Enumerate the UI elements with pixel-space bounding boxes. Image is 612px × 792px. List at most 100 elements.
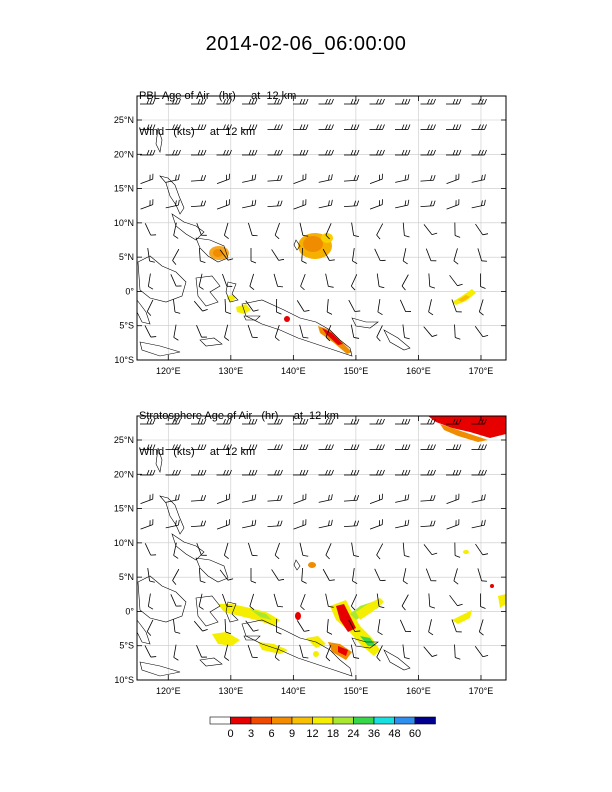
pbl-blob-palau-core [303,236,323,252]
wind-barb [446,493,460,504]
wind-barb [471,444,487,450]
coast-newguinea [241,299,353,357]
wind-barb [144,645,157,658]
wind-barb [216,98,232,105]
wind-barb [146,299,154,316]
panel1-lat-tick-label: 15°N [114,184,134,194]
wind-barb [376,543,384,560]
coast-newbritain [351,317,379,329]
wind-barb [198,247,206,264]
wind-barb [247,644,258,658]
colorbar-label: 3 [248,728,254,740]
wind-barb [423,326,438,337]
coast-visayas-2 [171,533,205,561]
panel2-wind-level: at 12 km [209,446,256,458]
wind-barb [198,273,204,290]
wind-barb [242,98,258,105]
colorbar-swatch [250,716,272,725]
wind-barb [147,273,154,290]
wind-barb [299,324,309,339]
coast-halmahera [225,281,239,303]
wind-barb [165,519,180,529]
strat-blob-south-130e [313,651,319,657]
coast-seram [243,315,261,321]
coast-solomon [383,329,411,351]
wind-barb [377,299,383,316]
wind-barb [395,444,411,450]
wind-barb [420,494,436,502]
wind-barb [216,124,232,130]
wind-barb [395,469,411,476]
panel2-axis-ticks: 120°E 130°E 140°E 150°E 160°E 170°E 10°S 5°S 0° 5… [114,416,506,696]
wind-barb [245,300,259,312]
wind-barb [318,149,334,156]
wind-barb [267,174,283,182]
wind-barb [374,248,386,262]
pbl-blob-mindanao-core [213,249,223,257]
wind-barb [352,248,358,264]
wind-barb [216,493,230,504]
wind-barb [165,98,181,105]
wind-barb [250,248,257,264]
colorbar-label: 0 [227,728,233,740]
wind-barb [374,568,386,582]
wind-barb [471,418,487,425]
panel2-wind-barbs [140,418,489,662]
panel2-coastlines [136,447,411,677]
wind-barb [140,519,154,530]
strat-band-155e-green [360,636,376,646]
coast-timor [199,337,223,347]
wind-barb [446,519,460,530]
colorbar-label: 36 [368,728,380,740]
colorbar-swatch [312,716,334,725]
wind-barb [477,248,488,262]
coast-luzon-2 [159,495,185,535]
wind-barb [471,149,487,156]
colorbar-swatch [271,716,293,725]
pbl-streak-newguinea-red [322,328,343,345]
coast-mindanao [195,237,229,263]
wind-barb [273,593,284,608]
coast-visayas [171,213,205,241]
wind-barb [423,646,438,657]
colorbar-swatch [291,716,313,725]
wind-barb [216,173,230,184]
wind-barb [216,469,232,476]
wind-barb [395,519,410,529]
colorbar-swatch [209,716,231,725]
coast-palau [293,239,301,251]
pbl-blob-newguinea-red [284,316,290,322]
wind-barb [165,174,180,183]
wind-barb [190,494,207,502]
wind-barb [293,444,309,450]
wind-barb [293,173,307,184]
wind-barb [140,173,154,184]
wind-barb [191,124,207,130]
wind-barb [216,199,230,210]
panel1-gridlines [137,96,506,361]
wind-barb [395,199,410,209]
panel2-lat-tick-label: 25°N [114,435,134,445]
wind-barb [369,98,385,105]
strat-band-130e-green [250,609,272,620]
wind-barb [420,200,436,208]
wind-barb [191,418,207,425]
panel1-pbl-age-fill [209,233,476,354]
wind-barb [267,124,283,130]
wind-barb [147,568,155,583]
wind-barb [267,494,283,502]
wind-barb [219,249,234,261]
wind-barb [196,325,207,338]
colorbar-swatch [332,716,354,725]
wind-barb [140,199,154,210]
panel2-lon-tick-label: 160°E [406,686,431,696]
wind-barb [271,249,285,261]
wind-barb [198,567,206,584]
wind-barb [318,444,334,450]
wind-barb [351,542,359,558]
panel2-lon-tick-label: 170°E [469,686,494,696]
wind-barb [446,124,462,130]
panel1-coastlines [136,127,411,357]
wind-barb [399,619,412,633]
